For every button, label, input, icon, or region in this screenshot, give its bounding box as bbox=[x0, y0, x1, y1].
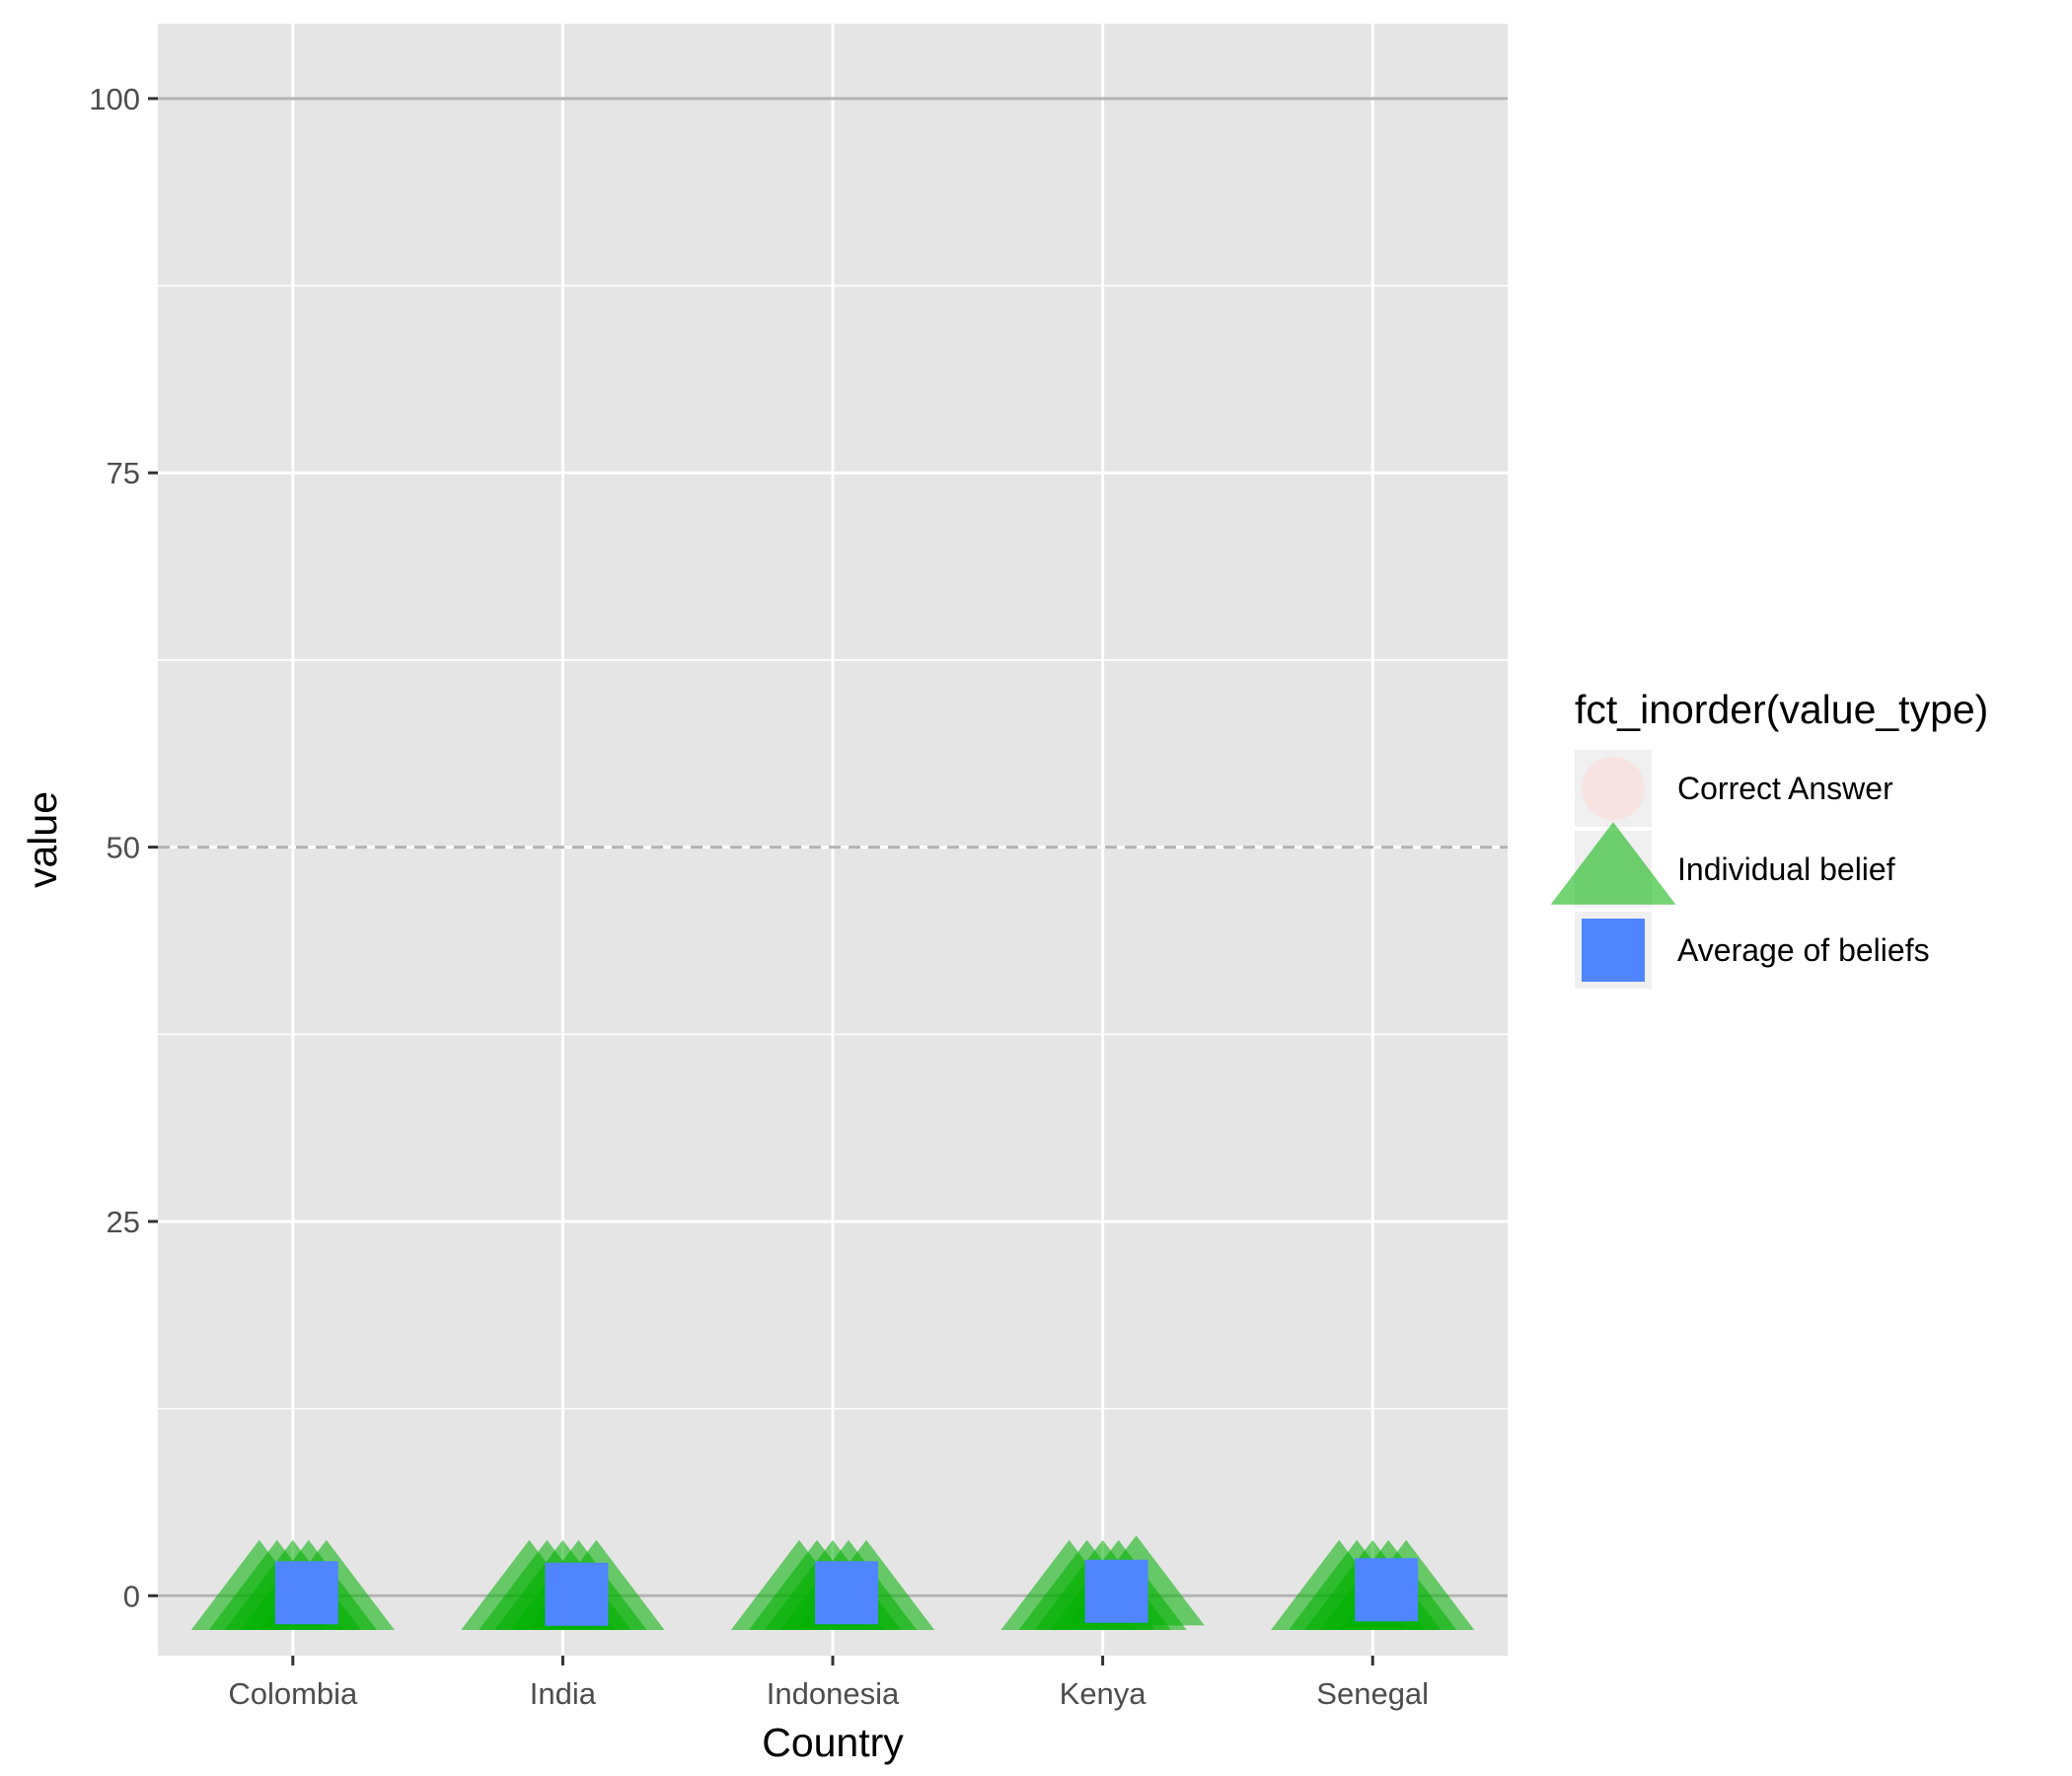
x-axis-title: Country bbox=[762, 1720, 904, 1765]
legend-item: Average of beliefs bbox=[1575, 912, 1930, 989]
legend: fct_inorder(value_type) Correct Answer In… bbox=[1550, 687, 1988, 989]
y-tick-label: 25 bbox=[107, 1205, 140, 1239]
legend-item: Individual belief bbox=[1550, 822, 1895, 908]
data-marks bbox=[190, 1535, 1475, 1630]
x-tick-label: India bbox=[530, 1676, 597, 1711]
x-tick-label: Indonesia bbox=[767, 1676, 900, 1711]
average-of-beliefs-point bbox=[1084, 1559, 1148, 1623]
y-axis-title: value bbox=[20, 791, 65, 888]
average-of-beliefs-point bbox=[815, 1561, 878, 1625]
legend-square-symbol bbox=[1582, 919, 1645, 982]
y-axis: 0 25 50 75 100 bbox=[89, 82, 158, 1613]
legend-triangle-symbol bbox=[1550, 822, 1676, 905]
x-tick-label: Senegal bbox=[1316, 1676, 1429, 1711]
legend-item: Correct Answer bbox=[1575, 750, 1893, 827]
legend-label: Individual belief bbox=[1677, 851, 1895, 887]
legend-title: fct_inorder(value_type) bbox=[1575, 687, 1988, 732]
y-tick-label: 100 bbox=[89, 82, 140, 116]
x-tick-label: Colombia bbox=[228, 1676, 358, 1711]
x-tick-label: Kenya bbox=[1060, 1676, 1147, 1711]
legend-label: Correct Answer bbox=[1677, 771, 1893, 806]
y-tick-label: 75 bbox=[107, 456, 140, 490]
legend-label: Average of beliefs bbox=[1677, 932, 1930, 968]
x-axis: Colombia India Indonesia Kenya Senegal bbox=[228, 1656, 1429, 1711]
average-of-beliefs-point bbox=[274, 1561, 338, 1625]
y-tick-label: 50 bbox=[107, 831, 140, 865]
y-tick-label: 0 bbox=[123, 1579, 140, 1613]
average-of-beliefs-point bbox=[545, 1562, 609, 1626]
average-of-beliefs-point bbox=[1355, 1558, 1419, 1622]
legend-circle-symbol bbox=[1582, 757, 1645, 820]
